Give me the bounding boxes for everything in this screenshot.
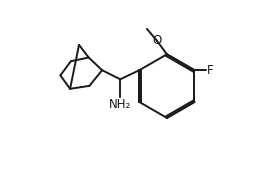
Text: NH₂: NH₂ xyxy=(109,98,131,111)
Text: O: O xyxy=(152,34,162,47)
Text: F: F xyxy=(207,64,214,77)
